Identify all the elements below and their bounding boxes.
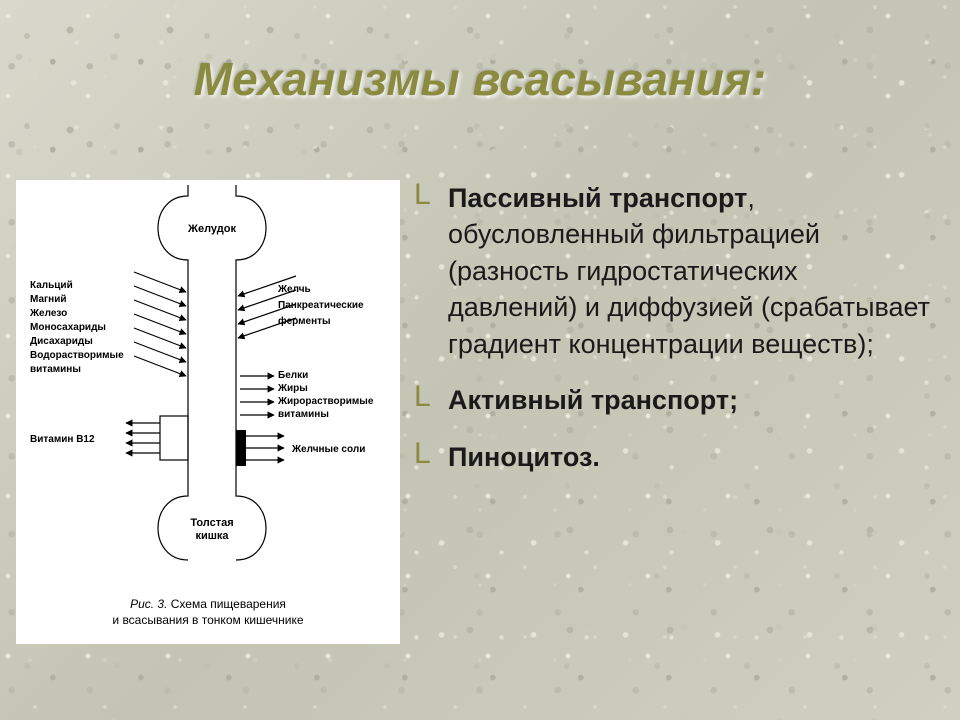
svg-text:Железо: Железо [29, 308, 67, 319]
svg-text:Жиры: Жиры [277, 383, 308, 394]
bullet-item: LПиноцитоз. [414, 439, 934, 475]
svg-text:Кальций: Кальций [30, 280, 73, 291]
diagram-panel: Желудок Толстаякишка Кальций Магний Железо Мо… [16, 180, 400, 644]
svg-text:Желудок: Желудок [187, 223, 236, 235]
bullet-item: LАктивный транспорт; [414, 382, 934, 418]
svg-text:и всасывания в тонком кишечник: и всасывания в тонком кишечнике [112, 613, 303, 627]
bullet-text: Активный транспорт; [448, 382, 738, 418]
svg-text:Моносахариды: Моносахариды [30, 322, 106, 333]
bullet-text: Пассивный транспорт, обусловленный фильт… [448, 180, 934, 362]
bullet-item: LПассивный транспорт, обусловленный филь… [414, 180, 934, 362]
svg-text:Белки: Белки [278, 370, 308, 381]
svg-text:витамины: витамины [278, 409, 329, 420]
svg-text:Желчные соли: Желчные соли [291, 444, 365, 455]
svg-text:Витамин В12: Витамин В12 [30, 434, 95, 445]
bullet-marker-icon: L [414, 439, 448, 469]
svg-text:Рис. 3. Схема пищеварения: Рис. 3. Схема пищеварения [130, 597, 286, 611]
svg-text:ферменты: ферменты [278, 315, 331, 327]
digestion-diagram: Желудок Толстаякишка Кальций Магний Железо Мо… [16, 180, 400, 644]
svg-text:Панкреатические: Панкреатические [278, 300, 364, 311]
svg-text:Жирорастворимые: Жирорастворимые [277, 396, 374, 407]
bullet-marker-icon: L [414, 382, 448, 412]
svg-text:Водорастворимые: Водорастворимые [30, 350, 124, 361]
svg-text:Магний: Магний [30, 294, 67, 305]
svg-text:Толстая: Толстая [190, 517, 233, 529]
svg-text:кишка: кишка [195, 530, 229, 542]
svg-text:Желчь: Желчь [277, 284, 311, 295]
bullet-marker-icon: L [414, 180, 448, 210]
bullet-list: LПассивный транспорт, обусловленный филь… [414, 180, 934, 495]
svg-text:Дисахариды: Дисахариды [30, 336, 93, 347]
bullet-text: Пиноцитоз. [448, 439, 600, 475]
slide-title: Механизмы всасывания: [0, 52, 960, 106]
svg-text:витамины: витамины [30, 364, 81, 375]
